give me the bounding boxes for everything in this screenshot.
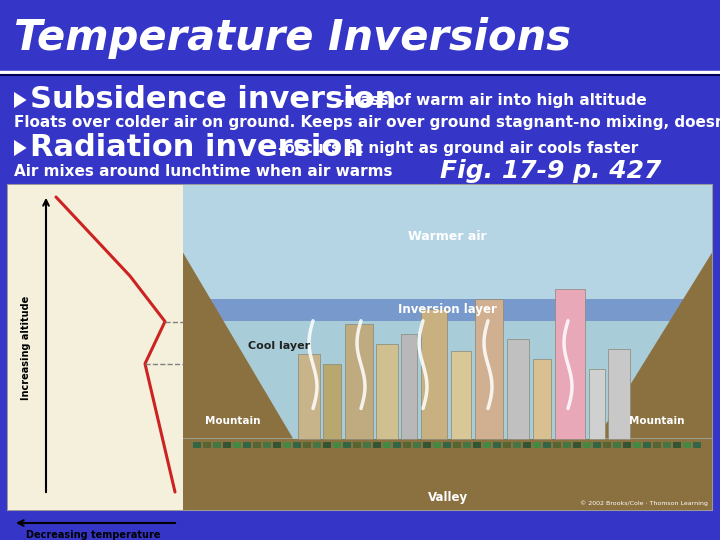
Text: Cool layer: Cool layer [248,341,310,351]
Bar [593,442,601,448]
Text: Mountain: Mountain [205,415,261,426]
Bar [345,323,373,438]
Bar [503,442,511,448]
Bar [583,442,591,448]
Polygon shape [14,140,27,156]
Polygon shape [183,253,293,438]
Text: Mountain: Mountain [629,415,685,426]
Bar [233,442,241,448]
Bar [453,442,461,448]
Bar [8,185,712,510]
Text: -mass of warm air into high altitude: -mass of warm air into high altitude [338,92,647,107]
Bar [633,442,641,448]
Bar [663,442,671,448]
Text: Inversion layer: Inversion layer [398,303,497,316]
Bar [223,442,231,448]
Polygon shape [14,92,27,108]
Bar [0,0,720,72]
Bar [373,442,381,448]
Bar [303,442,311,448]
Bar [323,442,331,448]
Bar [393,442,401,448]
Bar [673,442,681,448]
Bar [376,343,398,438]
Bar [589,368,605,438]
Bar [363,442,371,448]
Bar [183,185,712,510]
Bar [8,185,183,510]
Bar [283,442,291,448]
Bar [507,339,529,438]
Bar [523,442,531,448]
Text: Increasing altitude: Increasing altitude [21,295,31,400]
Bar [533,359,551,438]
Bar [183,321,712,438]
Bar [463,442,471,448]
Bar [383,442,391,448]
Text: Warmer air: Warmer air [408,230,487,242]
Bar [483,442,491,448]
Bar [643,442,651,448]
Bar [263,442,271,448]
Text: Decreasing temperature: Decreasing temperature [26,530,161,540]
Bar [603,442,611,448]
Bar [451,350,471,438]
Bar [423,442,431,448]
Text: Subsidence inversion: Subsidence inversion [30,85,396,114]
Text: Floats over colder air on ground. Keeps air over ground stagnant-no mixing, does: Floats over colder air on ground. Keeps … [14,116,720,131]
Text: Temperature Inversions: Temperature Inversions [14,17,571,59]
Bar [543,442,551,448]
Bar [475,299,503,438]
Text: Fig. 17-9 p. 427: Fig. 17-9 p. 427 [440,159,662,183]
Text: Radiation inversion: Radiation inversion [30,133,364,163]
Bar [413,442,421,448]
Bar [403,442,411,448]
Text: Valley: Valley [428,491,467,504]
Bar [343,442,351,448]
Bar [573,442,581,448]
Bar [473,442,481,448]
Bar [183,438,712,510]
Text: -occurs at night as ground air cools faster: -occurs at night as ground air cools fas… [278,140,638,156]
Bar [653,442,661,448]
Bar [493,442,501,448]
Bar [253,442,261,448]
Bar [683,442,691,448]
Bar [323,363,341,438]
Bar [243,442,251,448]
Bar [333,442,341,448]
Bar [353,442,361,448]
Bar [203,442,211,448]
Bar [213,442,221,448]
Bar [555,288,585,438]
Bar [421,308,447,438]
Bar [313,442,321,448]
Bar [613,442,621,448]
Polygon shape [597,253,712,438]
Bar [401,334,417,438]
Bar [298,354,320,438]
Bar [693,442,701,448]
Bar [608,348,630,438]
Bar [533,442,541,448]
Text: © 2002 Brooks/Cole · Thomson Learning: © 2002 Brooks/Cole · Thomson Learning [580,501,708,506]
Bar [193,442,201,448]
Bar [443,442,451,448]
Bar [183,185,712,299]
Bar [623,442,631,448]
Text: Air mixes around lunchtime when air warms: Air mixes around lunchtime when air warm… [14,164,392,179]
Bar [563,442,571,448]
Bar [553,442,561,448]
Bar [183,299,712,321]
Bar [433,442,441,448]
Bar [293,442,301,448]
Bar [273,442,281,448]
Bar [513,442,521,448]
